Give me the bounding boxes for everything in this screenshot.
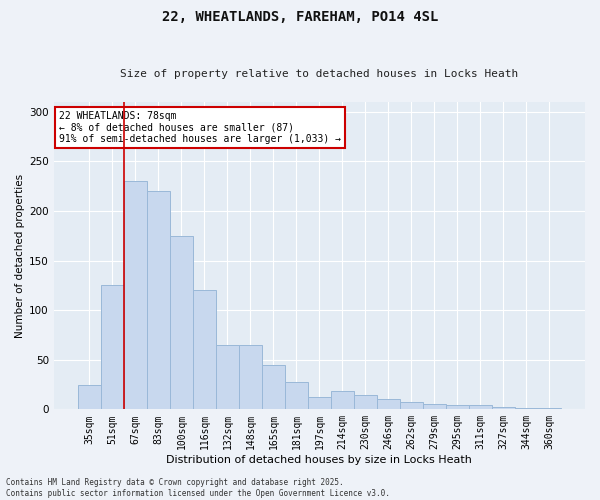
Title: Size of property relative to detached houses in Locks Heath: Size of property relative to detached ho… [120, 69, 518, 79]
Bar [538, 408, 561, 410]
Bar [216, 345, 239, 410]
Bar [262, 364, 285, 410]
Bar [239, 345, 262, 410]
Bar [170, 236, 193, 410]
Bar [354, 396, 377, 409]
Text: 22 WHEATLANDS: 78sqm
← 8% of detached houses are smaller (87)
91% of semi-detach: 22 WHEATLANDS: 78sqm ← 8% of detached ho… [59, 111, 341, 144]
Bar [308, 398, 331, 409]
Text: Contains HM Land Registry data © Crown copyright and database right 2025.
Contai: Contains HM Land Registry data © Crown c… [6, 478, 390, 498]
Bar [147, 191, 170, 410]
Bar [423, 404, 446, 409]
Bar [446, 406, 469, 409]
Bar [124, 182, 147, 410]
Bar [400, 402, 423, 409]
Bar [193, 290, 216, 410]
Y-axis label: Number of detached properties: Number of detached properties [15, 174, 25, 338]
X-axis label: Distribution of detached houses by size in Locks Heath: Distribution of detached houses by size … [166, 455, 472, 465]
Bar [377, 400, 400, 409]
Bar [285, 382, 308, 409]
Text: 22, WHEATLANDS, FAREHAM, PO14 4SL: 22, WHEATLANDS, FAREHAM, PO14 4SL [162, 10, 438, 24]
Bar [331, 392, 354, 409]
Bar [469, 406, 492, 409]
Bar [101, 286, 124, 410]
Bar [515, 408, 538, 410]
Bar [492, 408, 515, 410]
Bar [78, 384, 101, 409]
